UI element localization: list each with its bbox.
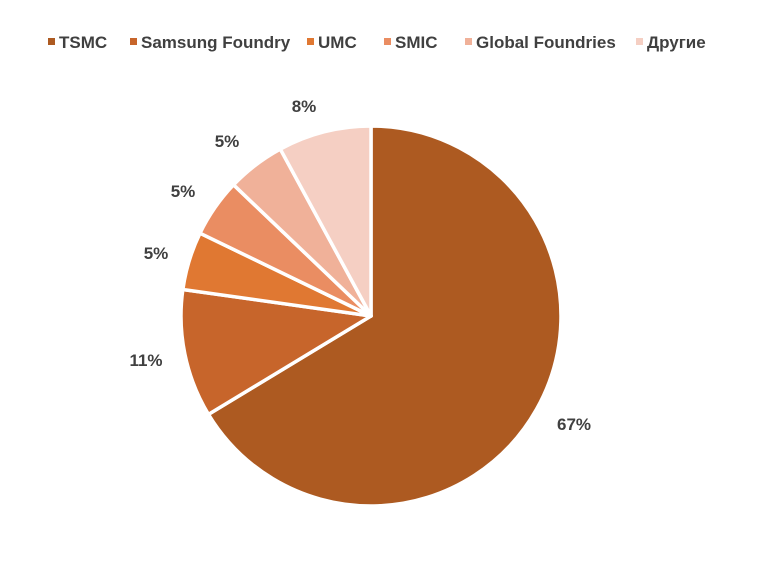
pie-slice-item-5: [278, 124, 373, 318]
pie-slices: [179, 124, 563, 508]
legend: TSMC Samsung Foundry UMC SMIC Global Foundri…: [48, 33, 706, 52]
legend-label-samsung-foundry: Samsung Foundry: [141, 33, 291, 52]
legend-swatch-umc: [307, 38, 314, 45]
legend-label-umc: UMC: [318, 33, 357, 52]
pie-slice-samsung-foundry: [179, 287, 373, 417]
data-label-umc: 5%: [144, 244, 169, 263]
legend-label-item-5: Другие: [647, 33, 706, 52]
legend-swatch-item-5: [636, 38, 643, 45]
pie-slice-tsmc: [206, 124, 563, 508]
data-label-global-foundries: 5%: [215, 132, 240, 151]
data-label-samsung-foundry: 11%: [129, 351, 162, 370]
data-labels: 67% 11% 5% 5% 5% 8%: [129, 97, 591, 434]
legend-label-smic: SMIC: [395, 33, 438, 52]
data-label-item-5: 8%: [292, 97, 317, 116]
legend-swatch-smic: [384, 38, 391, 45]
data-label-smic: 5%: [171, 182, 196, 201]
legend-label-tsmc: TSMC: [59, 33, 107, 52]
legend-label-global-foundries: Global Foundries: [476, 33, 616, 52]
legend-swatch-samsung-foundry: [130, 38, 137, 45]
data-label-tsmc: 67%: [557, 415, 591, 434]
legend-swatch-tsmc: [48, 38, 55, 45]
legend-swatch-global-foundries: [465, 38, 472, 45]
